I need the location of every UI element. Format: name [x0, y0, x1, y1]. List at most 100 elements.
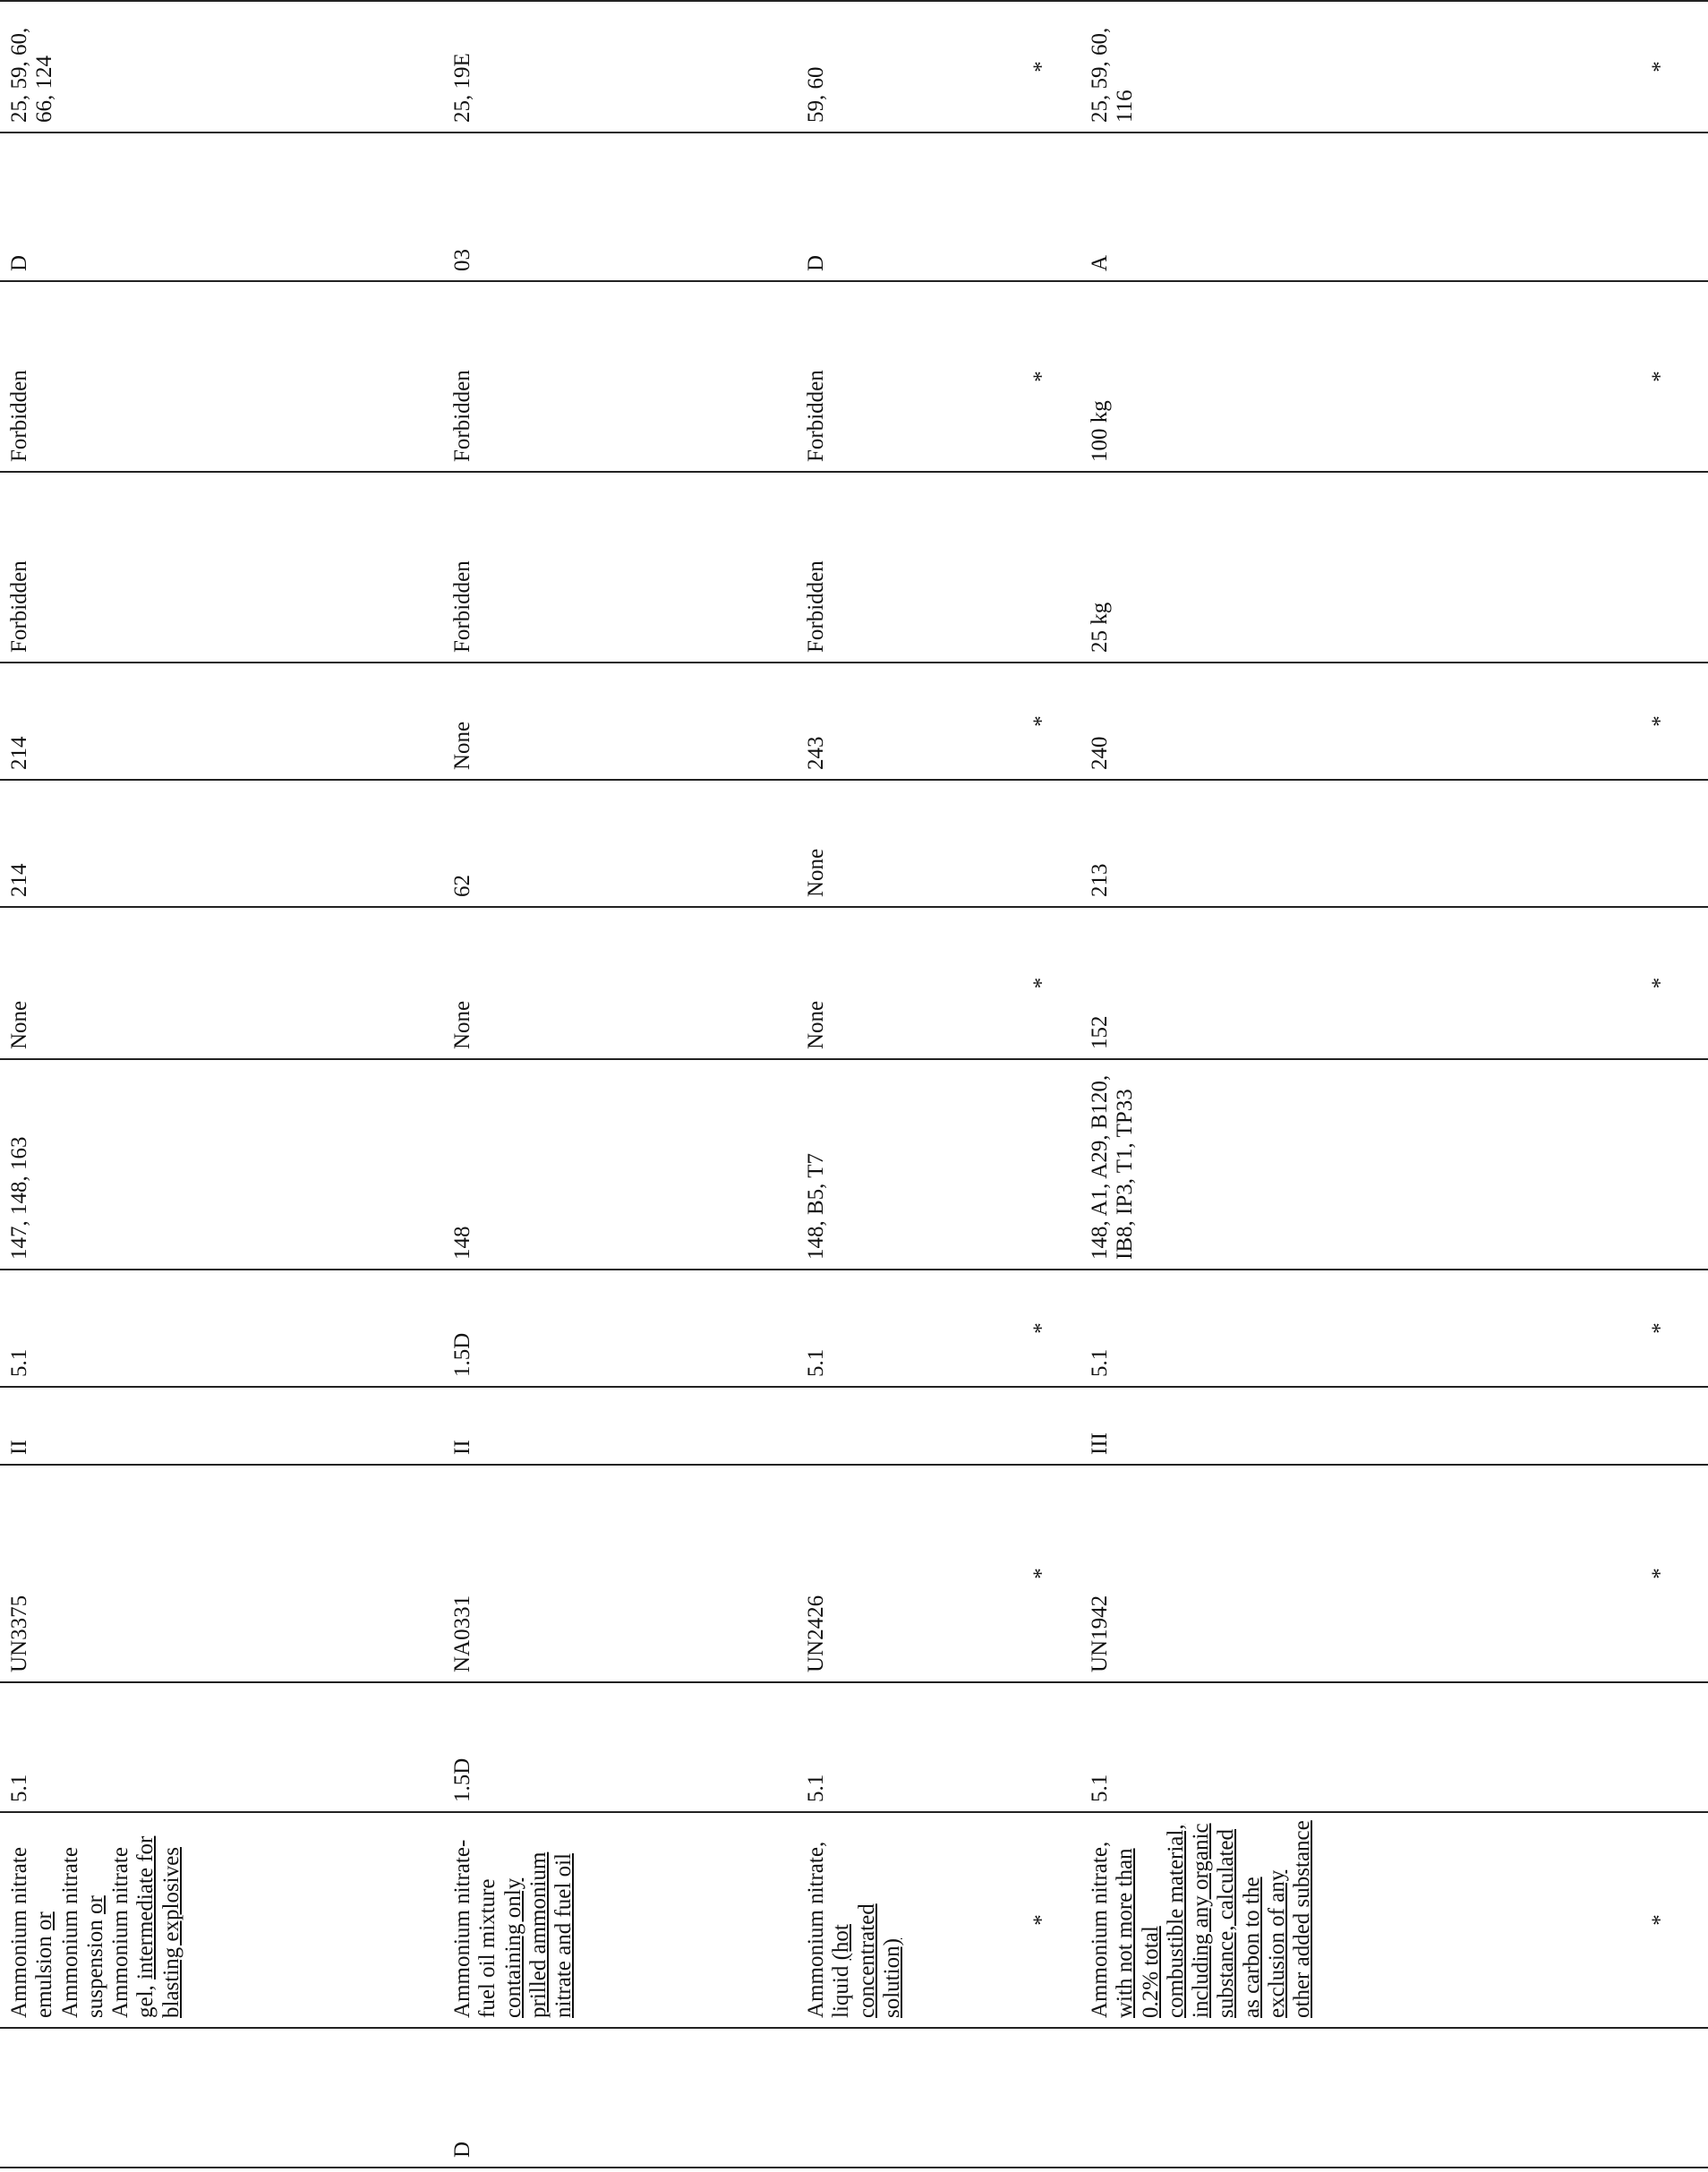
table-cell [1004, 1682, 1080, 1812]
table-cell: 25, 59, 60, 116 [1080, 1, 1614, 133]
table-cell [1614, 133, 1708, 281]
table-cell: None [797, 780, 1004, 907]
table-cell: 25, 59, 60, 66, 124 [0, 1, 443, 133]
table-row: Ammonium nitrate emulsion or Ammonium ni… [0, 1, 443, 2168]
table-row: * * * * * * * [1614, 1, 1708, 2168]
table-cell: Forbidden [797, 472, 1004, 663]
table-cell: Forbidden [0, 281, 443, 472]
table-cell: 59, 60 [797, 1, 1004, 133]
table-cell: 5.1 [797, 1682, 1004, 1812]
table-cell: D [797, 133, 1004, 281]
table-cell: 147, 148, 163 [0, 1059, 443, 1270]
table-cell: III [1080, 1387, 1614, 1465]
table-cell [1004, 780, 1080, 907]
table-cell [1614, 1387, 1708, 1465]
table-cell [1614, 2028, 1708, 2168]
table-cell: 243 [797, 663, 1004, 780]
description-text: or [82, 1895, 107, 1915]
table-cell [1614, 1682, 1708, 1812]
table-cell: 100 kg [1080, 281, 1614, 472]
table-cell: 5.1 [797, 1270, 1004, 1387]
table-cell: 03 [443, 133, 797, 281]
table-cell: 5.1 [0, 1682, 443, 1812]
table-cell: None [0, 907, 443, 1059]
table-cell: D [443, 2028, 797, 2168]
table-cell [1004, 2028, 1080, 2168]
table-cell: UN2426 [797, 1465, 1004, 1682]
table-cell: * [1004, 1465, 1080, 1682]
table-cell: 5.1 [1080, 1682, 1614, 1812]
table-cell: 148 [443, 1059, 797, 1270]
table-cell: 25 kg [1080, 472, 1614, 663]
table-cell: None [443, 663, 797, 780]
table-cell: 213 [1080, 780, 1614, 907]
description-text: Ammonium nitrate emulsion [7, 1847, 57, 2018]
table-row: D Ammonium nitrate-fuel oil mixture conta… [443, 1, 797, 2168]
table-cell: 5.1 [0, 1270, 443, 1387]
table-cell: Ammonium nitrate emulsion or Ammonium ni… [0, 1812, 443, 2028]
table-cell: * [1614, 1, 1708, 133]
table-cell: * [1614, 281, 1708, 472]
description-text: or [32, 1911, 57, 1931]
table-cell [0, 2028, 443, 2168]
table-cell: * [1614, 1270, 1708, 1387]
table-cell: * [1004, 1270, 1080, 1387]
table-cell: * [1614, 907, 1708, 1059]
table-cell: II [0, 1387, 443, 1465]
table-cell: None [797, 907, 1004, 1059]
table-cell: A [1080, 133, 1614, 281]
table-cell: * [1004, 663, 1080, 780]
table-cell [1080, 2028, 1614, 2168]
table-cell: * [1614, 1812, 1708, 2028]
table-cell: 1.5D [443, 1270, 797, 1387]
table-cell: 62 [443, 780, 797, 907]
table-cell: * [1004, 1812, 1080, 2028]
table-cell: Ammonium nitrate-fuel oil mixture contai… [443, 1812, 797, 2028]
table-cell: II [443, 1387, 797, 1465]
table-cell: * [1004, 1, 1080, 133]
table-cell: * [1614, 663, 1708, 780]
table-cell [1614, 472, 1708, 663]
table-cell [1004, 472, 1080, 663]
description-text: Ammonium nitrate, [1088, 1841, 1112, 2018]
table-cell: * [1004, 907, 1080, 1059]
table-cell: 148, B5, T7 [797, 1059, 1004, 1270]
table-cell: 148, A1, A29, B120, IB8, IP3, T1, TP33 [1080, 1059, 1614, 1270]
table-cell: UN3375 [0, 1465, 443, 1682]
description-text: Ammonium nitrate suspension [57, 1847, 107, 2018]
table-cell: Ammonium nitrate, with not more than 0.2… [1080, 1812, 1614, 2028]
table-cell: 214 [0, 663, 443, 780]
table-cell: * [1004, 281, 1080, 472]
table-cell: 25, 19E [443, 1, 797, 133]
table-cell [1004, 133, 1080, 281]
table-cell: Forbidden [797, 281, 1004, 472]
description-text: containing only prilled ammonium nitrate… [500, 1851, 576, 2018]
table-cell: Ammonium nitrate, liquid (hot concentrat… [797, 1812, 1004, 2028]
table-row: Ammonium nitrate, liquid (hot concentrat… [797, 1, 1004, 2168]
table-cell: 1.5D [443, 1682, 797, 1812]
table-cell: D [0, 133, 443, 281]
table-cell: NA0331 [443, 1465, 797, 1682]
table-cell: 152 [1080, 907, 1614, 1059]
table-cell [1614, 780, 1708, 907]
table-cell [1614, 1059, 1708, 1270]
table-cell: None [443, 907, 797, 1059]
table-cell: UN1942 [1080, 1465, 1614, 1682]
table-cell: * [1614, 1465, 1708, 1682]
table-cell [797, 1387, 1004, 1465]
table-row: * * * * * * * [1004, 1, 1080, 2168]
description-text: with not more than 0.2% total combustibl… [1113, 1820, 1314, 2018]
table-cell: 5.1 [1080, 1270, 1614, 1387]
table-cell: 240 [1080, 663, 1614, 780]
description-text: Ammonium nitrate-fuel oil mixture [450, 1839, 500, 2018]
table-cell: Forbidden [443, 472, 797, 663]
table-cell: 214 [0, 780, 443, 907]
table-cell [1004, 1387, 1080, 1465]
table-cell: Forbidden [443, 281, 797, 472]
table-row: Ammonium nitrate, with not more than 0.2… [1080, 1, 1614, 2168]
table-cell: Forbidden [0, 472, 443, 663]
table-cell [1004, 1059, 1080, 1270]
table-cell [797, 2028, 1004, 2168]
